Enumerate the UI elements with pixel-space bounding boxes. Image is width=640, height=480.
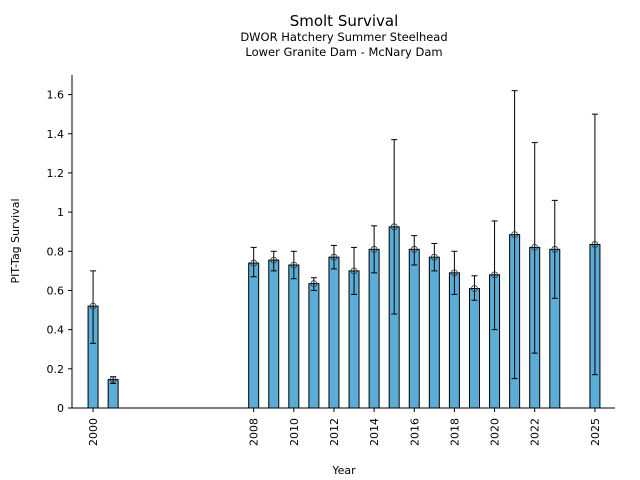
- point-marker-2010: [290, 261, 298, 269]
- x-tick-label: 2020: [489, 418, 502, 446]
- point-marker-2015: [390, 223, 398, 231]
- x-tick-label: 2008: [248, 418, 261, 446]
- point-marker-2019: [471, 285, 478, 292]
- point-marker-2017: [430, 253, 438, 261]
- x-tick-label: 2025: [589, 418, 602, 446]
- point-marker-2014: [370, 245, 378, 253]
- x-tick-label: 2014: [368, 418, 381, 446]
- x-axis-label: Year: [331, 464, 356, 477]
- point-marker-2016: [410, 245, 418, 253]
- axes-group: 0 0.2 0.4 0.6 0.8 1 1.2 1.4 1.6 2000 2008 2010 2012 2…: [47, 75, 615, 446]
- bar-2012: [328, 256, 340, 409]
- error-bars-group: [89, 90, 599, 385]
- point-marker-2000: [89, 302, 97, 310]
- x-tick-label: 2010: [288, 418, 301, 446]
- y-tick-label: 0.8: [47, 245, 65, 258]
- y-tick-label: 1.4: [47, 128, 65, 141]
- bar-2009: [268, 259, 280, 409]
- chart-subtitle-2: Lower Granite Dam - McNary Dam: [245, 45, 443, 59]
- y-axis-label: PIT-Tag Survival: [9, 198, 22, 283]
- y-tick-label: 1.2: [47, 167, 65, 180]
- bar-2008: [248, 262, 260, 409]
- bar-2017: [428, 256, 440, 409]
- y-tick-label: 0.2: [47, 363, 65, 376]
- x-tick-label: 2012: [328, 418, 341, 446]
- point-marker-2025: [591, 241, 599, 248]
- y-tick-label: 0: [57, 402, 64, 415]
- y-tick-label: 1: [57, 206, 64, 219]
- point-marker-2020: [491, 271, 498, 279]
- y-tick-label: 0.6: [47, 284, 65, 297]
- point-marker-2008: [250, 259, 258, 267]
- y-tick-label: 0.4: [47, 324, 65, 337]
- bar-2016: [408, 248, 420, 409]
- y-tick-label: 1.6: [47, 89, 65, 102]
- point-marker-2018: [451, 269, 458, 277]
- point-marker-2011: [310, 280, 318, 288]
- chart-subtitle-1: DWOR Hatchery Summer Steelhead: [240, 30, 448, 44]
- point-marker-2009: [270, 256, 278, 264]
- point-marker-2013: [350, 267, 358, 275]
- chart-title: Smolt Survival: [289, 12, 399, 30]
- bars-group: [87, 226, 601, 409]
- x-tick-label: 2000: [87, 418, 100, 446]
- point-marker-2023: [551, 245, 559, 253]
- bar-2010: [288, 264, 300, 409]
- chart-titles: Smolt Survival DWOR Hatchery Summer Stee…: [0, 12, 640, 60]
- x-tick-label: 2016: [408, 418, 421, 446]
- bar-2011: [308, 283, 320, 409]
- x-tick-label: 2022: [529, 418, 542, 446]
- point-marker-2022: [531, 243, 539, 251]
- x-tick-label: 2018: [448, 418, 461, 446]
- point-marker-2012: [330, 253, 338, 261]
- point-marker-2021: [511, 231, 519, 239]
- point-marker-2001: [109, 376, 117, 383]
- bar-2019: [468, 288, 480, 409]
